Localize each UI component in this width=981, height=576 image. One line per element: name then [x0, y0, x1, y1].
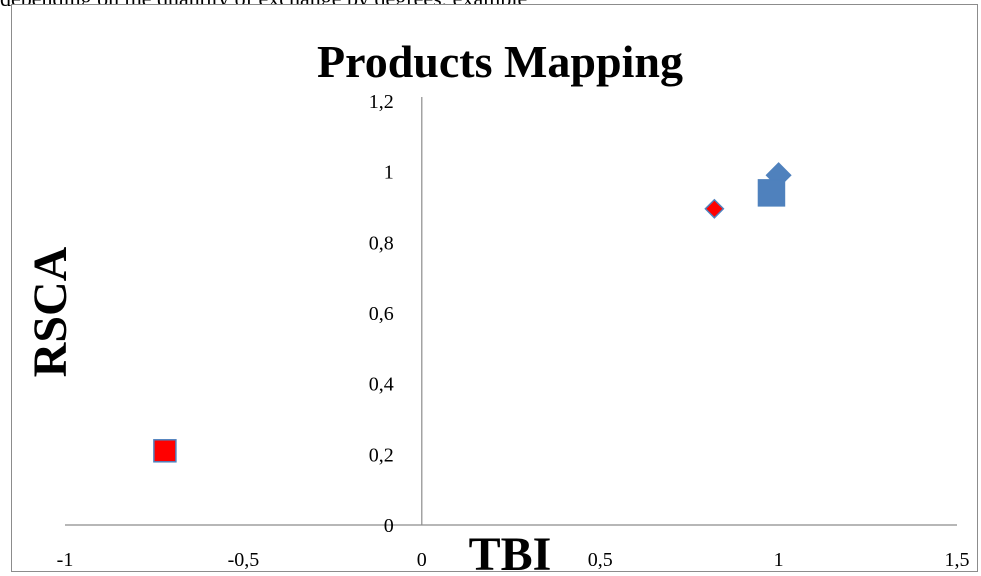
- axes: [65, 97, 957, 526]
- square-marker: [757, 179, 786, 207]
- y-tick-label: 1,2: [369, 91, 394, 113]
- x-tick-label: 1,5: [945, 549, 970, 571]
- tick-labels: -1 -0,5 0 0,5 1 1,5 0 0,2 0,4 0,6 0,8 1 1,2: [57, 91, 970, 571]
- y-tick-label: 0,2: [369, 444, 394, 466]
- chart-title: Products Mapping: [317, 36, 683, 87]
- x-tick-label: 1: [774, 549, 784, 571]
- data-points: [153, 162, 792, 463]
- y-tick-label: 0,4: [369, 374, 394, 396]
- y-tick-label: 0,6: [369, 303, 394, 325]
- y-tick-label: 0,8: [369, 232, 394, 254]
- x-tick-label: -0,5: [228, 549, 260, 571]
- diamond-marker: [704, 198, 725, 219]
- x-tick-label: 0: [417, 549, 427, 571]
- x-tick-label: 0,5: [588, 549, 613, 571]
- y-tick-label: 1: [384, 162, 394, 184]
- square-marker: [153, 439, 177, 463]
- y-axis-title: RSCA: [24, 246, 77, 377]
- x-tick-label: -1: [57, 549, 74, 571]
- chart-area: [11, 4, 978, 572]
- y-tick-label: 0: [384, 515, 394, 537]
- x-axis-title: TBI: [469, 528, 552, 576]
